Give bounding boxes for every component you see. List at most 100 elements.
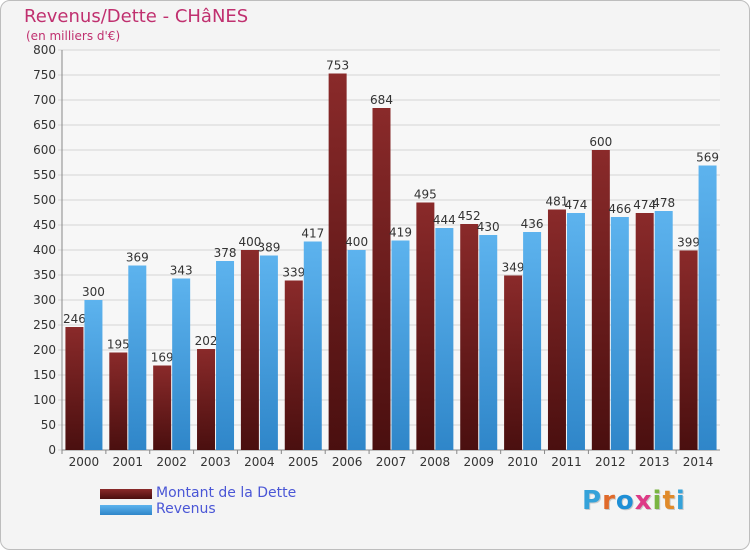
x-tick-label: 2006: [332, 455, 363, 469]
y-tick-label: 350: [33, 268, 56, 282]
chart-title: Revenus/Dette - CHâNES: [24, 6, 249, 27]
data-label-revenus: 474: [565, 198, 588, 212]
x-tick-label: 2009: [463, 455, 494, 469]
x-tick-label: 2004: [244, 455, 275, 469]
data-label-revenus: 378: [214, 246, 237, 260]
x-tick-label: 2012: [595, 455, 626, 469]
y-tick-label: 150: [33, 368, 56, 382]
x-tick-label: 2000: [69, 455, 100, 469]
bar-dette: [65, 327, 84, 450]
bar-revenus: [84, 300, 103, 450]
data-label-dette: 202: [195, 334, 218, 348]
data-label-dette: 195: [107, 338, 130, 352]
legend-label-revenus: Revenus: [156, 501, 216, 517]
x-tick-label: 2013: [639, 455, 670, 469]
data-label-revenus: 417: [301, 227, 324, 241]
data-label-revenus: 343: [170, 264, 193, 278]
x-tick-label: 2003: [200, 455, 231, 469]
bar-dette: [635, 213, 654, 450]
bar-revenus: [347, 250, 366, 450]
data-label-dette: 452: [458, 209, 481, 223]
bar-revenus: [654, 211, 673, 450]
bar-revenus: [698, 165, 717, 450]
bar-revenus: [610, 217, 629, 450]
y-tick-label: 650: [33, 118, 56, 132]
y-tick-label: 100: [33, 393, 56, 407]
y-tick-label: 50: [41, 418, 56, 432]
bar-revenus: [479, 235, 498, 450]
bar-dette: [504, 275, 523, 450]
bar-dette: [416, 202, 435, 450]
y-tick-label: 800: [33, 43, 56, 57]
x-tick-label: 2005: [288, 455, 319, 469]
data-label-revenus: 478: [652, 196, 675, 210]
x-tick-label: 2008: [420, 455, 451, 469]
bar-dette: [284, 280, 303, 450]
data-label-revenus: 369: [126, 251, 149, 265]
bar-dette: [547, 209, 566, 450]
bar-dette: [460, 224, 479, 450]
y-tick-label: 450: [33, 218, 56, 232]
bar-revenus: [566, 213, 585, 450]
bar-dette: [328, 73, 347, 450]
x-tick-label: 2001: [113, 455, 144, 469]
data-label-dette: 246: [63, 312, 86, 326]
logo-letter: i: [652, 486, 663, 516]
data-label-dette: 339: [282, 266, 305, 280]
logo-letter: x: [634, 486, 653, 516]
data-label-dette: 684: [370, 93, 393, 107]
y-tick-label: 200: [33, 343, 56, 357]
proxiti-logo: Proxiti: [582, 486, 686, 516]
chart-subtitle: (en milliers d'€): [26, 29, 121, 43]
bar-revenus: [523, 232, 542, 450]
data-label-dette: 474: [633, 198, 656, 212]
data-label-revenus: 569: [696, 151, 719, 165]
logo-letter: r: [602, 486, 616, 516]
y-tick-label: 300: [33, 293, 56, 307]
logo-letter: t: [662, 486, 676, 516]
data-label-dette: 400: [238, 235, 261, 249]
bar-dette: [591, 150, 610, 450]
y-tick-label: 0: [48, 443, 56, 457]
logo-letter: P: [582, 486, 603, 516]
bar-revenus: [391, 240, 410, 450]
data-label-dette: 399: [677, 236, 700, 250]
y-tick-label: 750: [33, 68, 56, 82]
data-label-revenus: 466: [608, 202, 631, 216]
x-tick-label: 2007: [376, 455, 407, 469]
data-label-revenus: 419: [389, 226, 412, 240]
x-tick-label: 2011: [551, 455, 582, 469]
y-tick-label: 400: [33, 243, 56, 257]
bar-dette: [109, 352, 128, 450]
data-label-revenus: 444: [433, 213, 456, 227]
bar-dette: [679, 250, 698, 450]
bar-dette: [153, 365, 172, 450]
logo-letter: o: [615, 486, 635, 516]
legend-label-dette: Montant de la Dette: [156, 485, 297, 501]
data-label-dette: 495: [414, 188, 437, 202]
bar-revenus: [216, 261, 235, 450]
data-label-revenus: 300: [82, 285, 105, 299]
bar-dette: [197, 349, 216, 450]
x-tick-label: 2014: [683, 455, 714, 469]
bar-revenus: [172, 278, 191, 450]
y-tick-label: 600: [33, 143, 56, 157]
data-label-revenus: 436: [521, 217, 544, 231]
y-tick-label: 250: [33, 318, 56, 332]
bar-revenus: [128, 265, 147, 450]
data-label-revenus: 389: [257, 241, 280, 255]
logo-letter: i: [675, 486, 686, 516]
data-label-dette: 481: [546, 195, 569, 209]
data-label-dette: 349: [502, 261, 525, 275]
y-tick-label: 500: [33, 193, 56, 207]
data-label-revenus: 430: [477, 220, 500, 234]
bar-revenus: [303, 241, 322, 450]
bar-dette: [372, 108, 391, 450]
data-label-dette: 753: [326, 59, 349, 73]
y-tick-label: 550: [33, 168, 56, 182]
bar-revenus: [259, 255, 278, 450]
data-label-dette: 600: [589, 135, 612, 149]
x-tick-label: 2002: [156, 455, 187, 469]
data-label-revenus: 400: [345, 235, 368, 249]
